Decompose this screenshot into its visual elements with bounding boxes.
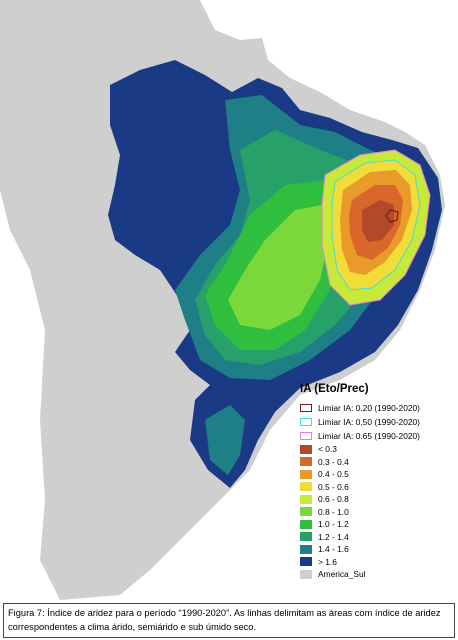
legend-classes: < 0.3 0.3 - 0.4 0.4 - 0.5 0.5 - 0.6 0.6 - 0.… [300, 443, 456, 581]
legend-class-label: 0.8 - 1.0 [318, 506, 349, 517]
legend-class-label: 0.6 - 0.8 [318, 494, 349, 505]
legend-class-label: > 1.6 [318, 556, 337, 567]
legend-class-label: 1.0 - 1.2 [318, 519, 349, 530]
legend-title: IA (Eto/Prec) [300, 383, 369, 395]
legend-class-swatch [300, 494, 312, 504]
legend-class-swatch [300, 519, 312, 529]
legend-class-swatch [300, 469, 312, 479]
legend-class-swatch [300, 457, 312, 467]
legend-threshold-swatch [300, 418, 312, 426]
legend-class-swatch [300, 482, 312, 492]
legend-threshold-swatch [300, 432, 312, 440]
legend-class-item: 1.2 - 1.4 [300, 531, 456, 544]
legend-threshold-item: Limiar IA: 0.65 (1990-2020) [300, 429, 456, 443]
legend-class-swatch [300, 444, 312, 454]
legend-class-swatch [300, 544, 312, 554]
legend-class-item: 0.8 - 1.0 [300, 506, 456, 519]
legend: IA (Eto/Prec) Limiar IA: 0.20 (1990-2020… [300, 383, 456, 581]
threshold-0-20-line [385, 209, 399, 223]
aridity-map [0, 0, 445, 600]
legend-class-item: 0.4 - 0.5 [300, 468, 456, 481]
legend-class-label: < 0.3 [318, 444, 337, 455]
legend-class-item: > 1.6 [300, 556, 456, 569]
legend-class-label: 0.4 - 0.5 [318, 469, 349, 480]
legend-class-swatch [300, 557, 312, 567]
legend-class-item: < 0.3 [300, 443, 456, 456]
legend-class-item: America_Sul [300, 568, 456, 581]
legend-class-label: 0.5 - 0.6 [318, 481, 349, 492]
legend-threshold-label: Limiar IA: 0.50 (1990-2020) [318, 417, 420, 427]
northeast-lt-0-3 [362, 200, 394, 242]
legend-class-swatch [300, 507, 312, 517]
threshold-0-65-line [321, 149, 431, 306]
legend-threshold-item: Limiar IA: 0.20 (1990-2020) [300, 401, 456, 415]
legend-class-item: 0.6 - 0.8 [300, 493, 456, 506]
figure-caption: Figura 7: Índice de aridez para o períod… [3, 603, 455, 638]
legend-class-label: America_Sul [318, 569, 366, 580]
legend-class-label: 1.2 - 1.4 [318, 531, 349, 542]
legend-class-item: 1.0 - 1.2 [300, 518, 456, 531]
legend-threshold-label: Limiar IA: 0.65 (1990-2020) [318, 431, 420, 441]
legend-class-swatch [300, 532, 312, 542]
legend-class-item: 0.3 - 0.4 [300, 456, 456, 469]
threshold-0-50-line [331, 159, 421, 291]
legend-threshold-label: Limiar IA: 0.20 (1990-2020) [318, 403, 420, 413]
brazil-region-0-8 [228, 205, 330, 330]
legend-class-item: 1.4 - 1.6 [300, 543, 456, 556]
south-region-teal [205, 405, 245, 475]
legend-threshold-item: Limiar IA: 0.50 (1990-2020) [300, 415, 456, 429]
legend-threshold-swatch [300, 404, 312, 412]
map-area: IA (Eto/Prec) Limiar IA: 0.20 (1990-2020… [0, 0, 456, 600]
legend-class-swatch [300, 569, 312, 579]
legend-thresholds: Limiar IA: 0.20 (1990-2020) Limiar IA: 0.… [300, 401, 456, 443]
legend-class-label: 1.4 - 1.6 [318, 544, 349, 555]
legend-class-label: 0.3 - 0.4 [318, 456, 349, 467]
legend-class-item: 0.5 - 0.6 [300, 481, 456, 494]
